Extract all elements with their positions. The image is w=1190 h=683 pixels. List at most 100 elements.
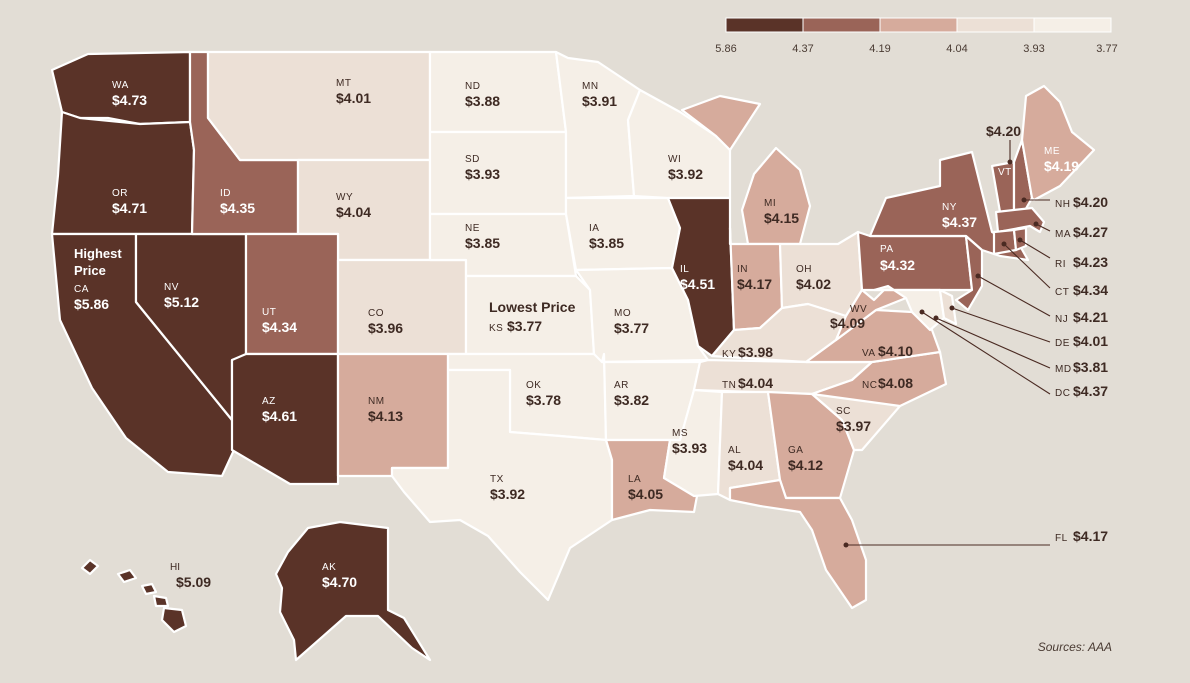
state-label-WV: WV bbox=[850, 304, 867, 315]
state-label-MS: MS bbox=[672, 428, 688, 439]
state-label-MI: MI bbox=[764, 198, 776, 209]
state-label-OR: OR bbox=[112, 188, 128, 199]
state-label-KY: KY bbox=[722, 349, 736, 360]
state-price-OH: $4.02 bbox=[796, 276, 831, 292]
state-ME[interactable] bbox=[1020, 84, 1096, 202]
state-FL[interactable] bbox=[728, 478, 868, 610]
state-label-AK: AK bbox=[322, 562, 336, 573]
legend-swatch-4 bbox=[956, 17, 1035, 33]
state-price-MT: $4.01 bbox=[336, 90, 371, 106]
state-price-MS: $3.93 bbox=[672, 440, 707, 456]
state-label-NM: NM bbox=[368, 396, 385, 407]
state-price-SC: $3.97 bbox=[836, 418, 871, 434]
state-price-MA: $4.27 bbox=[1073, 224, 1108, 240]
state-MS[interactable] bbox=[662, 388, 724, 498]
state-label-FL: FL bbox=[1055, 533, 1068, 544]
state-price-GA: $4.12 bbox=[788, 457, 823, 473]
state-label-OK: OK bbox=[526, 380, 541, 391]
state-label-TX: TX bbox=[490, 474, 504, 485]
state-price-NM: $4.13 bbox=[368, 408, 403, 424]
state-label-IL: IL bbox=[680, 264, 689, 275]
state-price-VA: $4.10 bbox=[878, 343, 913, 359]
state-label-AZ: AZ bbox=[262, 396, 276, 407]
state-label-PA: PA bbox=[880, 244, 894, 255]
legend-swatch-1 bbox=[725, 17, 804, 33]
state-price-MN: $3.91 bbox=[582, 93, 617, 109]
state-label-GA: GA bbox=[788, 445, 803, 456]
state-price-VT: $4.20 bbox=[986, 123, 1021, 139]
state-label-MN: MN bbox=[582, 81, 599, 92]
state-price-IN: $4.17 bbox=[737, 276, 772, 292]
state-price-TN: $4.04 bbox=[738, 375, 773, 391]
state-IA[interactable] bbox=[564, 196, 682, 272]
state-price-OK: $3.78 bbox=[526, 392, 561, 408]
state-label-MA: MA bbox=[1055, 229, 1071, 240]
legend-swatch-5 bbox=[1033, 17, 1112, 33]
state-price-NV: $5.12 bbox=[164, 294, 199, 310]
state-price-AK: $4.70 bbox=[322, 574, 357, 590]
highest-callout-line1: Highest bbox=[74, 246, 122, 261]
state-label-WI: WI bbox=[668, 154, 681, 165]
state-label-HI: HI bbox=[170, 562, 180, 573]
state-price-NE: $3.85 bbox=[465, 235, 500, 251]
state-label-ID: ID bbox=[220, 188, 231, 199]
state-price-TX: $3.92 bbox=[490, 486, 525, 502]
state-label-LA: LA bbox=[628, 474, 641, 485]
state-price-IL: $4.51 bbox=[680, 276, 715, 292]
state-label-VT: VT bbox=[998, 167, 1012, 178]
state-label-CA: CA bbox=[74, 284, 89, 295]
state-label-TN: TN bbox=[722, 380, 736, 391]
state-KS[interactable] bbox=[464, 274, 596, 356]
legend-tick-5: 3.93 bbox=[1023, 43, 1044, 55]
state-label-NJ: NJ bbox=[1055, 314, 1068, 325]
state-label-AR: AR bbox=[614, 380, 629, 391]
legend-tick-3: 4.19 bbox=[869, 43, 890, 55]
legend-tick-4: 4.04 bbox=[946, 43, 967, 55]
state-label-DE: DE bbox=[1055, 338, 1070, 349]
state-price-HI: $5.09 bbox=[176, 574, 211, 590]
legend-tick-6: 3.77 bbox=[1096, 43, 1117, 55]
state-price-AL: $4.04 bbox=[728, 457, 763, 473]
state-TX[interactable] bbox=[390, 368, 614, 602]
state-MT[interactable] bbox=[206, 50, 432, 162]
state-MI[interactable] bbox=[680, 94, 812, 246]
legend-swatch-3 bbox=[879, 17, 958, 33]
state-price-ND: $3.88 bbox=[465, 93, 500, 109]
state-price-MI: $4.15 bbox=[764, 210, 799, 226]
state-price-MO: $3.77 bbox=[614, 320, 649, 336]
state-price-NJ: $4.21 bbox=[1073, 309, 1108, 325]
state-HI[interactable] bbox=[80, 558, 188, 634]
state-UT[interactable] bbox=[244, 232, 340, 356]
state-price-UT: $4.34 bbox=[262, 319, 297, 335]
state-IL[interactable] bbox=[666, 196, 736, 358]
state-label-CO: CO bbox=[368, 308, 384, 319]
state-price-PA: $4.32 bbox=[880, 257, 915, 273]
state-label-WA: WA bbox=[112, 80, 129, 91]
state-label-IA: IA bbox=[589, 223, 599, 234]
state-price-ME: $4.19 bbox=[1044, 158, 1079, 174]
state-price-WA: $4.73 bbox=[112, 92, 147, 108]
state-CO[interactable] bbox=[336, 258, 468, 356]
legend-tick-2: 4.37 bbox=[792, 43, 813, 55]
state-label-ND: ND bbox=[465, 81, 480, 92]
state-NH[interactable] bbox=[1012, 138, 1034, 214]
state-DE[interactable] bbox=[938, 288, 958, 326]
state-WV[interactable] bbox=[834, 284, 908, 342]
state-label-UT: UT bbox=[262, 307, 276, 318]
state-price-WY: $4.04 bbox=[336, 204, 371, 220]
legend-tick-1: 5.86 bbox=[715, 43, 736, 55]
state-price-CO: $3.96 bbox=[368, 320, 403, 336]
state-label-KS: KS bbox=[489, 323, 503, 334]
state-ND[interactable] bbox=[428, 50, 568, 134]
lowest-callout-line1: Lowest Price bbox=[489, 299, 576, 315]
state-label-CT: CT bbox=[1055, 287, 1069, 298]
state-price-LA: $4.05 bbox=[628, 486, 663, 502]
state-label-NH: NH bbox=[1055, 199, 1070, 210]
state-AK[interactable] bbox=[274, 520, 432, 662]
state-price-AZ: $4.61 bbox=[262, 408, 297, 424]
state-label-NE: NE bbox=[465, 223, 480, 234]
state-label-ME: ME bbox=[1044, 146, 1060, 157]
state-label-SD: SD bbox=[465, 154, 480, 165]
state-price-KY: $3.98 bbox=[738, 344, 773, 360]
